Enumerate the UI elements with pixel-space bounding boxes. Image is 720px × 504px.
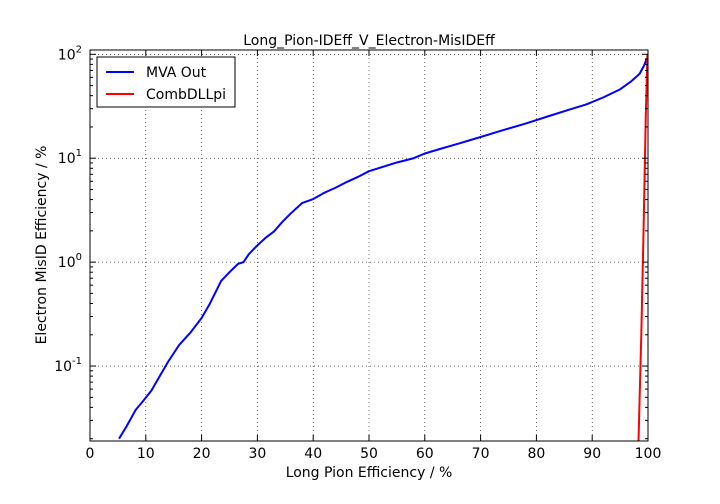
x-tick-label: 0 bbox=[86, 446, 95, 462]
legend-label-combdllpi: CombDLLpi bbox=[146, 87, 226, 103]
x-tick-label: 70 bbox=[472, 446, 490, 462]
legend-box bbox=[96, 56, 236, 108]
y-tick-label: 10-1 bbox=[54, 356, 82, 375]
x-tick-label: 10 bbox=[137, 446, 155, 462]
x-tick-label: 40 bbox=[304, 446, 322, 462]
grid bbox=[90, 50, 648, 441]
y-tick-label: 101 bbox=[58, 148, 82, 167]
x-tick-label: 80 bbox=[527, 446, 545, 462]
y-tick-labels: 10-1 100 101 102 bbox=[54, 44, 82, 375]
series-line-0 bbox=[118, 57, 648, 440]
x-tick-label: 30 bbox=[248, 446, 266, 462]
legend-label-mva: MVA Out bbox=[146, 65, 207, 81]
x-tick-label: 60 bbox=[416, 446, 434, 462]
y-tick-label: 100 bbox=[58, 252, 82, 271]
legend: MVA Out CombDLLpi bbox=[96, 56, 236, 108]
x-tick-label: 20 bbox=[193, 446, 211, 462]
x-tick-labels: 0 10 20 30 40 50 60 70 80 90 100 bbox=[86, 446, 662, 462]
x-tick-label: 100 bbox=[635, 446, 662, 462]
x-tick-label: 50 bbox=[360, 446, 378, 462]
x-axis-label: Long Pion Efficiency / % bbox=[286, 465, 453, 481]
chart-title: Long_Pion-IDEff_V_Electron-MisIDEff bbox=[243, 33, 495, 49]
x-tick-label: 90 bbox=[583, 446, 601, 462]
y-axis-label: Electron MisID Efficiency / % bbox=[34, 146, 50, 345]
y-tick-label: 102 bbox=[58, 44, 82, 63]
ticks bbox=[89, 50, 649, 441]
